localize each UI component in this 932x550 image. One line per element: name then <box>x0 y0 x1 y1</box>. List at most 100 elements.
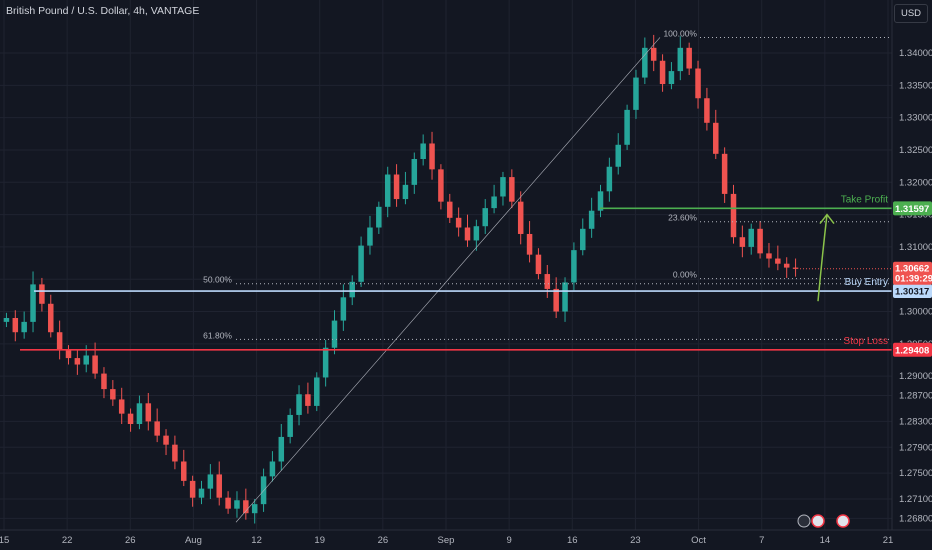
candle-body[interactable] <box>695 68 701 99</box>
candle-body[interactable] <box>21 321 27 333</box>
candle-body[interactable] <box>181 461 187 481</box>
candle-body[interactable] <box>739 237 746 247</box>
candle-body[interactable] <box>296 394 302 415</box>
candle-body[interactable] <box>580 228 586 251</box>
candle-body[interactable] <box>172 444 178 462</box>
candle-body[interactable] <box>83 355 89 365</box>
candle-body[interactable] <box>136 403 143 424</box>
candle-body[interactable] <box>358 245 364 282</box>
candle-body[interactable] <box>110 389 116 400</box>
candle-body[interactable] <box>12 318 19 333</box>
candle-body[interactable] <box>571 250 577 283</box>
candle-body[interactable] <box>305 394 311 406</box>
candlestick-series[interactable] <box>3 34 799 524</box>
candle-body[interactable] <box>278 436 285 462</box>
candle-body[interactable] <box>659 60 666 85</box>
candle-body[interactable] <box>713 122 719 154</box>
candle-body[interactable] <box>225 497 231 509</box>
candle-body[interactable] <box>438 169 444 202</box>
candle-body[interactable] <box>792 267 799 269</box>
candle-body[interactable] <box>686 47 692 69</box>
candle-body[interactable] <box>668 71 675 85</box>
candle-body[interactable] <box>473 226 480 241</box>
candle-body[interactable] <box>243 500 249 514</box>
candle-body[interactable] <box>207 474 214 489</box>
candle-body[interactable] <box>597 191 604 211</box>
candle-body[interactable] <box>118 399 125 414</box>
candle-body[interactable] <box>509 177 515 202</box>
candle-body[interactable] <box>393 174 400 200</box>
candle-body[interactable] <box>92 355 98 374</box>
candle-body[interactable] <box>65 350 72 359</box>
candle-body[interactable] <box>216 474 222 498</box>
candle-body[interactable] <box>721 153 728 194</box>
candle-body[interactable] <box>367 227 373 246</box>
candle-body[interactable] <box>606 166 613 192</box>
candle-body[interactable] <box>340 297 347 321</box>
candle-body[interactable] <box>48 303 54 333</box>
candle-body[interactable] <box>30 284 36 322</box>
candle-body[interactable] <box>198 488 205 498</box>
candle-body[interactable] <box>154 421 160 436</box>
uk-flag-event-icon[interactable] <box>811 514 825 528</box>
candle-body[interactable] <box>642 47 648 78</box>
target-arrow[interactable] <box>817 214 828 302</box>
candle-body[interactable] <box>163 435 169 445</box>
candle-body[interactable] <box>287 414 293 437</box>
currency-selector[interactable]: USD <box>894 4 928 23</box>
candle-body[interactable] <box>455 217 462 228</box>
candle-body[interactable] <box>482 208 488 227</box>
candle-body[interactable] <box>650 47 657 61</box>
candle-body[interactable] <box>429 143 435 170</box>
candle-body[interactable] <box>447 201 453 218</box>
candle-body[interactable] <box>775 258 781 264</box>
time-axis[interactable]: 15 22 26 Aug 12 19 26 Sep 9 16 23 Oct 7 14 21 <box>0 535 893 546</box>
candle-body[interactable] <box>127 413 134 424</box>
candle-body[interactable] <box>39 284 45 304</box>
candle-body[interactable] <box>384 174 391 207</box>
candle-body[interactable] <box>260 476 267 505</box>
fib-trend-line[interactable] <box>235 37 661 523</box>
candle-body[interactable] <box>349 281 355 298</box>
candle-body[interactable] <box>526 233 533 255</box>
candle-body[interactable] <box>331 320 338 348</box>
candle-body[interactable] <box>757 228 763 254</box>
candle-body[interactable] <box>633 77 639 110</box>
candle-body[interactable] <box>730 193 737 238</box>
candle-body[interactable] <box>544 274 551 289</box>
candle-body[interactable] <box>464 227 471 241</box>
candle-body[interactable] <box>491 196 497 209</box>
candle-body[interactable] <box>588 210 595 229</box>
candle-body[interactable] <box>189 480 196 498</box>
candle-body[interactable] <box>314 377 320 406</box>
candle-body[interactable] <box>500 177 506 197</box>
candle-body[interactable] <box>74 358 81 365</box>
drawing-overlays[interactable]: 100.00% 23.60% 0.00% 50.00% 61.80% Take Profi… <box>20 28 892 523</box>
candle-body[interactable] <box>145 403 152 422</box>
candle-body[interactable] <box>615 144 621 167</box>
candle-body[interactable] <box>411 159 418 185</box>
candle-body[interactable] <box>3 318 10 322</box>
candle-body[interactable] <box>704 98 710 123</box>
candle-body[interactable] <box>562 282 568 312</box>
candle-body[interactable] <box>624 109 630 145</box>
candle-body[interactable] <box>535 254 542 275</box>
candle-body[interactable] <box>322 347 329 378</box>
candle-body[interactable] <box>553 288 559 312</box>
candle-body[interactable] <box>420 143 426 159</box>
candle-body[interactable] <box>101 373 107 390</box>
candle-body[interactable] <box>269 461 276 477</box>
candle-body[interactable] <box>234 500 240 509</box>
candle-body[interactable] <box>766 253 772 259</box>
candle-body[interactable] <box>783 263 790 268</box>
candle-body[interactable] <box>251 504 258 514</box>
us-flag-event-icon[interactable] <box>797 514 811 528</box>
event-icons[interactable] <box>797 514 850 528</box>
candle-body[interactable] <box>402 184 409 200</box>
uk-flag-event-icon[interactable] <box>836 514 850 528</box>
candle-body[interactable] <box>376 206 382 228</box>
candle-body[interactable] <box>677 47 684 72</box>
candle-body[interactable] <box>748 228 754 247</box>
candle-body[interactable] <box>56 332 63 351</box>
